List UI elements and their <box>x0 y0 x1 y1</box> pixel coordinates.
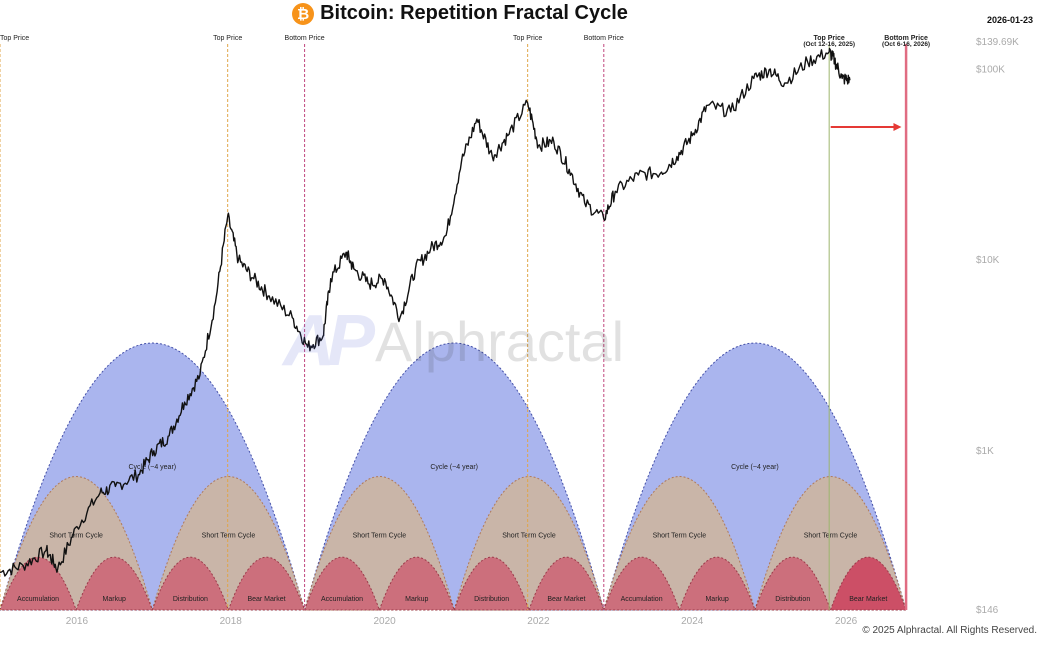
y-tick-label: $10K <box>976 255 1000 266</box>
phase-arch <box>151 556 230 611</box>
short-term-label: Short Term Cycle <box>502 532 556 539</box>
marker-label: Top Price <box>813 35 844 42</box>
phase-label: Bear Market <box>849 596 887 603</box>
phase-label: Distribution <box>474 596 509 603</box>
phase-label: Distribution <box>173 596 208 603</box>
marker-label: Bottom Price <box>584 35 624 42</box>
x-tick-label: 2020 <box>373 616 396 627</box>
chart-title: Bitcoin: Repetition Fractal Cycle <box>320 2 628 24</box>
x-tick-label: 2016 <box>66 616 89 627</box>
marker-label: Top Price <box>213 35 242 42</box>
y-tick-label: $100K <box>976 65 1005 76</box>
short-term-label: Short Term Cycle <box>353 532 407 539</box>
cycle-label: Cycle (~4 year) <box>128 464 176 471</box>
phase-arch <box>528 556 605 611</box>
phase-label: Distribution <box>775 596 810 603</box>
y-tick-label: $1K <box>976 446 994 457</box>
projection-arrow-head-icon <box>893 123 902 131</box>
cycle-label: Cycle (~4 year) <box>430 464 478 471</box>
phase-arch <box>378 556 455 611</box>
marker-label: Bottom Price <box>285 35 325 42</box>
bitcoin-logo-icon: ₿ <box>292 2 315 25</box>
phase-label: Markup <box>405 596 428 603</box>
phase-arch <box>303 556 381 611</box>
marker-date-label: (Oct 6-16, 2026) <box>882 41 930 48</box>
y-tick-label: $146 <box>976 605 999 616</box>
phase-arch <box>829 556 907 611</box>
price-line <box>0 47 851 577</box>
x-tick-label: 2018 <box>220 616 243 627</box>
marker-label: Bottom Price <box>884 35 928 42</box>
x-tick-label: 2026 <box>835 616 858 627</box>
phase-label: Bear Market <box>247 596 285 603</box>
marker-date-label: (Oct 12-16, 2025) <box>803 41 855 48</box>
short-term-label: Short Term Cycle <box>202 532 256 539</box>
watermark: AP Alphractal <box>283 300 624 382</box>
copyright: © 2025 Alphractal. All Rights Reserved. <box>862 625 1037 636</box>
cycle-label: Cycle (~4 year) <box>731 464 779 471</box>
short-term-label: Short Term Cycle <box>804 532 858 539</box>
marker-label: Top Price <box>513 35 542 42</box>
phase-label: Accumulation <box>17 596 59 603</box>
phase-label: Markup <box>705 596 728 603</box>
watermark-logo-icon: AP <box>283 301 375 381</box>
phase-label: Bear Market <box>547 596 585 603</box>
y-tick-label: $139.69K <box>976 37 1019 48</box>
x-tick-label: 2022 <box>527 616 550 627</box>
phase-label: Accumulation <box>321 596 363 603</box>
phase-arch <box>453 556 530 611</box>
phase-label: Accumulation <box>621 596 663 603</box>
chart-header: ₿ Bitcoin: Repetition Fractal Cycle <box>0 2 920 25</box>
phase-arch <box>754 556 832 611</box>
phase-arch <box>603 556 681 611</box>
watermark-text: Alphractal <box>375 309 625 373</box>
short-term-label: Short Term Cycle <box>49 532 103 539</box>
phase-label: Markup <box>103 596 126 603</box>
x-tick-label: 2024 <box>681 616 704 627</box>
marker-label: Top Price <box>0 35 29 42</box>
phase-arch <box>678 556 756 611</box>
phase-arch <box>75 556 154 611</box>
date-stamp: 2026-01-23 <box>986 15 1033 25</box>
phase-arch <box>227 556 306 611</box>
short-term-label: Short Term Cycle <box>653 532 707 539</box>
